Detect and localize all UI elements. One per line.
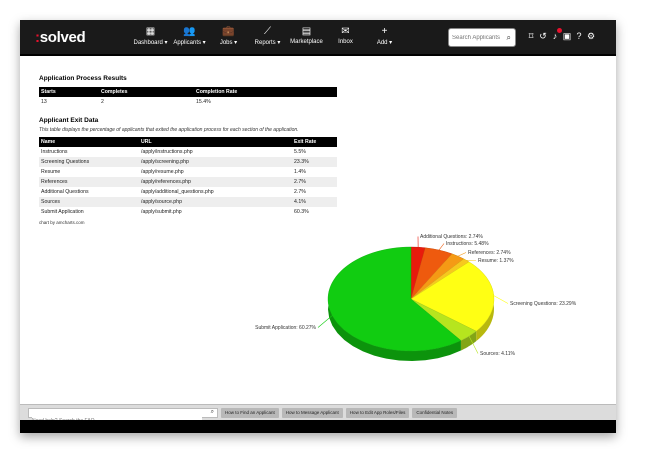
pie-slice-side-5 — [460, 331, 477, 351]
table-row: Submit Application/apply/submit.php 60.3% — [41, 209, 309, 215]
pie-slice-side-4 — [469, 261, 494, 342]
pie-slice-5[interactable] — [410, 298, 477, 341]
add-icon: + — [381, 26, 388, 37]
pie-label-5: Sources: 4.11% — [480, 351, 515, 357]
pie-slice-side-1 — [425, 247, 452, 264]
pie-leader-line-1 — [438, 243, 445, 251]
process-results-heading: Application Process Results — [39, 75, 127, 82]
table-row: Screening Questions/apply/screening.php 2… — [39, 157, 337, 167]
table-row: Resume/apply/resume.php 1.4% — [41, 169, 306, 175]
bell-icon[interactable]: ♪ — [552, 31, 558, 41]
nav-applicants[interactable]: 👥 Applicants ▾ — [171, 26, 208, 46]
pie-slice-side-3 — [463, 258, 470, 272]
jobs-icon: 💼 — [222, 26, 235, 37]
gear-icon[interactable]: ⚙ — [586, 31, 596, 41]
pie-label-3: Resume: 1.37% — [478, 258, 514, 264]
nav-reports[interactable]: ⟋ Reports ▾ — [249, 26, 286, 46]
process-results-table: Starts Completes Completion Rate 13 2 15… — [39, 87, 337, 107]
pie-leader-line-5 — [468, 336, 479, 354]
table-row: References/apply/references.php 2.7% — [39, 177, 337, 187]
marketplace-icon: ▤ — [301, 26, 312, 37]
reports-icon: ⟋ — [264, 26, 271, 37]
report-content: Application Process Results Starts Compl… — [39, 75, 339, 225]
notification-badge — [557, 28, 562, 33]
help-bar: ⌕ How to Find an Applicant How to Messag… — [20, 404, 616, 425]
pie-leader-line-2 — [457, 252, 467, 257]
search-icon[interactable]: ⌕ — [506, 33, 511, 42]
app-window: :solved ▦ Dashboard ▾ 👥 Applicants ▾ 💼 Jobs… — [20, 20, 616, 433]
nav-dashboard[interactable]: ▦ Dashboard ▾ — [133, 26, 168, 46]
pie-slice-2[interactable] — [410, 253, 465, 300]
pie-slice-3[interactable] — [410, 258, 470, 300]
table-row: 13 2 15.4% — [41, 99, 211, 105]
table-row: Sources/apply/source.php 4.1% — [39, 197, 337, 207]
history-icon[interactable]: ↺ — [539, 31, 547, 41]
table-row: Additional Questions/apply/additional_qu… — [41, 189, 306, 195]
pie-label-1: Instructions: 5.48% — [446, 241, 489, 247]
pie-label-2: References: 2.74% — [468, 250, 511, 256]
help-links: How to Find an Applicant How to Message … — [221, 408, 460, 418]
col-exit-rate: Exit Rate — [292, 137, 337, 147]
table-row: Instructions/apply/instructions.php 5.5% — [41, 149, 306, 155]
pie-slice-4[interactable] — [410, 261, 495, 332]
exit-data-heading: Applicant Exit Data — [39, 117, 99, 124]
search-icon[interactable]: ⌕ — [210, 409, 214, 415]
help-link-confidential-notes[interactable]: Confidential Notes — [412, 408, 458, 418]
pie-slice-side-6 — [328, 247, 461, 361]
search-applicants-input[interactable] — [452, 32, 502, 44]
applicants-icon: 👥 — [183, 26, 196, 37]
pie-label-0: Additional Questions: 2.74% — [420, 234, 483, 240]
nav-marketplace[interactable]: ▤ Marketplace — [288, 26, 325, 46]
pie-slice-1[interactable] — [410, 247, 453, 300]
exit-data-description: This table displays the percentage of ap… — [39, 127, 299, 133]
chart-credit-link[interactable]: chart by amcharts.com — [39, 220, 85, 225]
pie-slice-0[interactable] — [410, 246, 426, 300]
utility-icons: ⌑ ↺ ♪ ▣ ? ⚙ — [525, 31, 597, 42]
inbox-icon: ✉ — [341, 26, 350, 37]
help-icon[interactable]: ? — [576, 31, 582, 41]
nav-add[interactable]: + Add ▾ — [366, 26, 403, 46]
main-nav: ▦ Dashboard ▾ 👥 Applicants ▾ 💼 Jobs ▾ ⟋ Repo… — [132, 26, 405, 46]
help-link-message-applicant[interactable]: How to Message Applicant — [281, 408, 343, 418]
col-url: URL — [139, 137, 292, 147]
exit-data-table: Name URL Exit Rate Instructions/apply/in… — [39, 137, 337, 217]
nav-jobs[interactable]: 💼 Jobs ▾ — [210, 26, 247, 46]
help-link-edit-roles[interactable]: How to Edit App Roles/Files — [345, 408, 410, 418]
nav-inbox[interactable]: ✉ Inbox — [327, 26, 364, 46]
col-completion-rate: Completion Rate — [194, 87, 337, 97]
pie-slice-6[interactable] — [327, 246, 462, 352]
pie-slice-side-0 — [411, 247, 426, 258]
footer-bar — [20, 420, 616, 433]
faq-search: ⌕ — [28, 408, 218, 425]
top-navigation-bar: :solved ▦ Dashboard ▾ 👥 Applicants ▾ 💼 Jobs… — [20, 20, 616, 56]
isolved-logo[interactable]: :solved — [35, 29, 86, 46]
pie-label-4: Screening Questions: 23.29% — [510, 301, 577, 307]
dashboard-icon: ▦ — [145, 26, 156, 37]
calendar-icon[interactable]: ▣ — [562, 31, 572, 41]
pie-leader-line-6 — [317, 315, 333, 328]
col-starts: Starts — [39, 87, 99, 97]
help-link-find-applicant[interactable]: How to Find an Applicant — [221, 408, 279, 418]
applicant-search: ⌕ — [448, 28, 516, 47]
pie-slice-side-2 — [451, 253, 464, 269]
bookmark-icon[interactable]: ⌑ — [528, 31, 534, 41]
pie-label-6: Submit Application: 60.27% — [255, 325, 316, 331]
col-completes: Completes — [99, 87, 194, 97]
col-name: Name — [39, 137, 139, 147]
pie-leader-line-4 — [493, 295, 509, 304]
